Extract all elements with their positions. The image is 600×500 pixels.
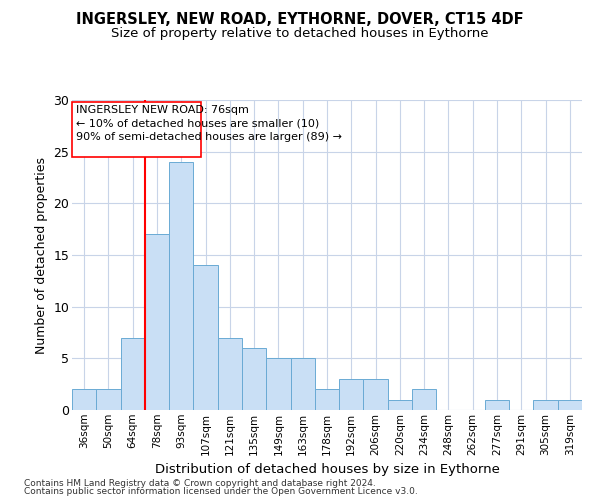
Bar bbox=[121, 338, 145, 410]
Text: Size of property relative to detached houses in Eythorne: Size of property relative to detached ho… bbox=[111, 28, 489, 40]
Bar bbox=[96, 390, 121, 410]
Bar bbox=[485, 400, 509, 410]
Bar bbox=[169, 162, 193, 410]
Bar bbox=[72, 102, 201, 157]
Bar bbox=[72, 390, 96, 410]
Bar bbox=[558, 400, 582, 410]
Text: Contains public sector information licensed under the Open Government Licence v3: Contains public sector information licen… bbox=[24, 487, 418, 496]
Bar bbox=[364, 379, 388, 410]
Bar bbox=[388, 400, 412, 410]
Bar bbox=[315, 390, 339, 410]
Y-axis label: Number of detached properties: Number of detached properties bbox=[35, 156, 48, 354]
Text: INGERSLEY, NEW ROAD, EYTHORNE, DOVER, CT15 4DF: INGERSLEY, NEW ROAD, EYTHORNE, DOVER, CT… bbox=[76, 12, 524, 28]
Bar bbox=[290, 358, 315, 410]
Bar bbox=[218, 338, 242, 410]
Bar bbox=[412, 390, 436, 410]
Bar bbox=[339, 379, 364, 410]
Bar bbox=[145, 234, 169, 410]
X-axis label: Distribution of detached houses by size in Eythorne: Distribution of detached houses by size … bbox=[155, 463, 499, 476]
Bar bbox=[533, 400, 558, 410]
Bar bbox=[242, 348, 266, 410]
Text: INGERSLEY NEW ROAD: 76sqm
← 10% of detached houses are smaller (10)
90% of semi-: INGERSLEY NEW ROAD: 76sqm ← 10% of detac… bbox=[76, 105, 341, 142]
Bar bbox=[193, 266, 218, 410]
Bar bbox=[266, 358, 290, 410]
Text: Contains HM Land Registry data © Crown copyright and database right 2024.: Contains HM Land Registry data © Crown c… bbox=[24, 478, 376, 488]
